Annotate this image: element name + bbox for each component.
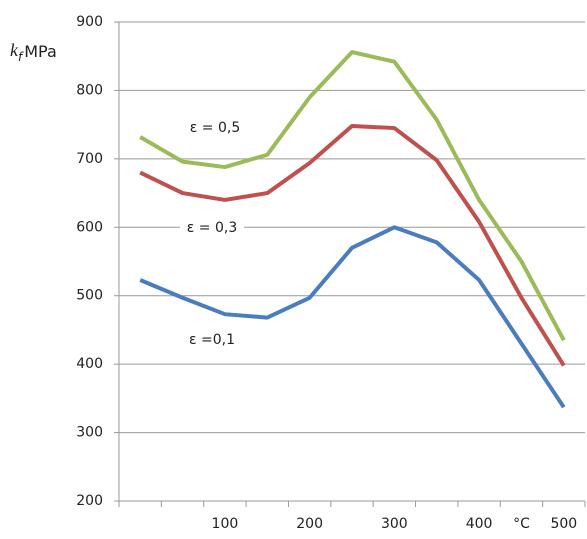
y-axis-label: kf MPa (10, 40, 57, 63)
x-tick-label: 300 (381, 516, 408, 532)
series-label: ε =0,1 (189, 332, 235, 348)
y-label-symbol: k (10, 40, 19, 60)
x-tick-label: °C (513, 516, 530, 532)
y-tick-label: 400 (76, 356, 103, 372)
line-series (139, 225, 566, 409)
y-tick-label: 500 (76, 288, 103, 304)
line-series (139, 50, 566, 342)
series-label: ε = 0,5 (190, 120, 240, 136)
y-tick-label: 600 (76, 219, 103, 235)
y-tick-label: 300 (76, 425, 103, 441)
x-tick-label: 200 (296, 516, 323, 532)
y-tick-label: 700 (76, 151, 103, 167)
label-bg (180, 330, 244, 350)
label-bg (183, 118, 247, 138)
series-label: ε = 0,3 (187, 220, 237, 236)
y-tick-label: 900 (76, 14, 103, 30)
y-label-unit: MPa (24, 42, 57, 61)
x-tick-label: 500 (550, 516, 577, 532)
label-bg (180, 218, 244, 238)
y-tick-label: 800 (76, 82, 103, 98)
y-label-sub: f (18, 50, 24, 64)
x-tick-label: 400 (466, 516, 493, 532)
x-tick-label: 100 (212, 516, 239, 532)
line-series (139, 124, 566, 367)
y-tick-label: 200 (76, 493, 103, 509)
